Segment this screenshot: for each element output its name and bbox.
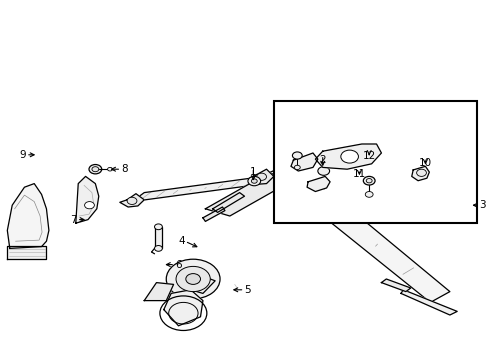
Circle shape <box>92 167 99 172</box>
Circle shape <box>363 176 374 185</box>
Polygon shape <box>163 290 203 326</box>
Polygon shape <box>400 290 456 315</box>
Circle shape <box>84 202 94 209</box>
Polygon shape <box>144 283 173 301</box>
Polygon shape <box>315 144 381 169</box>
Circle shape <box>256 173 266 180</box>
Text: 7: 7 <box>70 215 77 225</box>
Text: 4: 4 <box>178 236 184 246</box>
Polygon shape <box>7 246 46 259</box>
Circle shape <box>154 224 162 230</box>
Polygon shape <box>212 193 244 212</box>
Text: 11: 11 <box>352 169 366 179</box>
Circle shape <box>294 165 300 170</box>
Polygon shape <box>268 162 449 302</box>
Polygon shape <box>76 176 99 223</box>
Polygon shape <box>190 277 215 293</box>
Circle shape <box>319 181 327 186</box>
Circle shape <box>247 176 260 186</box>
Circle shape <box>321 185 325 189</box>
Polygon shape <box>306 176 329 192</box>
Circle shape <box>365 192 372 197</box>
Polygon shape <box>248 169 273 184</box>
Text: 6: 6 <box>175 260 182 270</box>
Circle shape <box>127 197 137 204</box>
Polygon shape <box>290 153 317 171</box>
Polygon shape <box>203 207 224 221</box>
Text: 2: 2 <box>319 155 325 165</box>
Circle shape <box>317 167 329 175</box>
Text: 10: 10 <box>418 158 431 168</box>
Text: 5: 5 <box>244 285 251 295</box>
Circle shape <box>366 179 371 183</box>
Circle shape <box>292 152 302 159</box>
Text: 9: 9 <box>19 150 26 160</box>
Polygon shape <box>7 184 49 248</box>
Polygon shape <box>120 194 144 207</box>
Text: 1: 1 <box>249 167 256 177</box>
Text: 8: 8 <box>121 164 128 174</box>
Text: 3: 3 <box>478 200 485 210</box>
Circle shape <box>107 167 112 171</box>
Text: 12: 12 <box>362 151 375 161</box>
Circle shape <box>416 169 426 176</box>
Circle shape <box>154 246 162 251</box>
Circle shape <box>166 259 220 299</box>
Bar <box>273 101 476 223</box>
Circle shape <box>176 266 210 292</box>
Polygon shape <box>132 176 264 202</box>
Polygon shape <box>381 279 410 292</box>
Polygon shape <box>411 166 428 181</box>
Polygon shape <box>154 227 162 248</box>
Circle shape <box>340 150 358 163</box>
Polygon shape <box>205 173 293 216</box>
Circle shape <box>185 274 200 284</box>
Circle shape <box>251 179 257 183</box>
Circle shape <box>89 165 102 174</box>
